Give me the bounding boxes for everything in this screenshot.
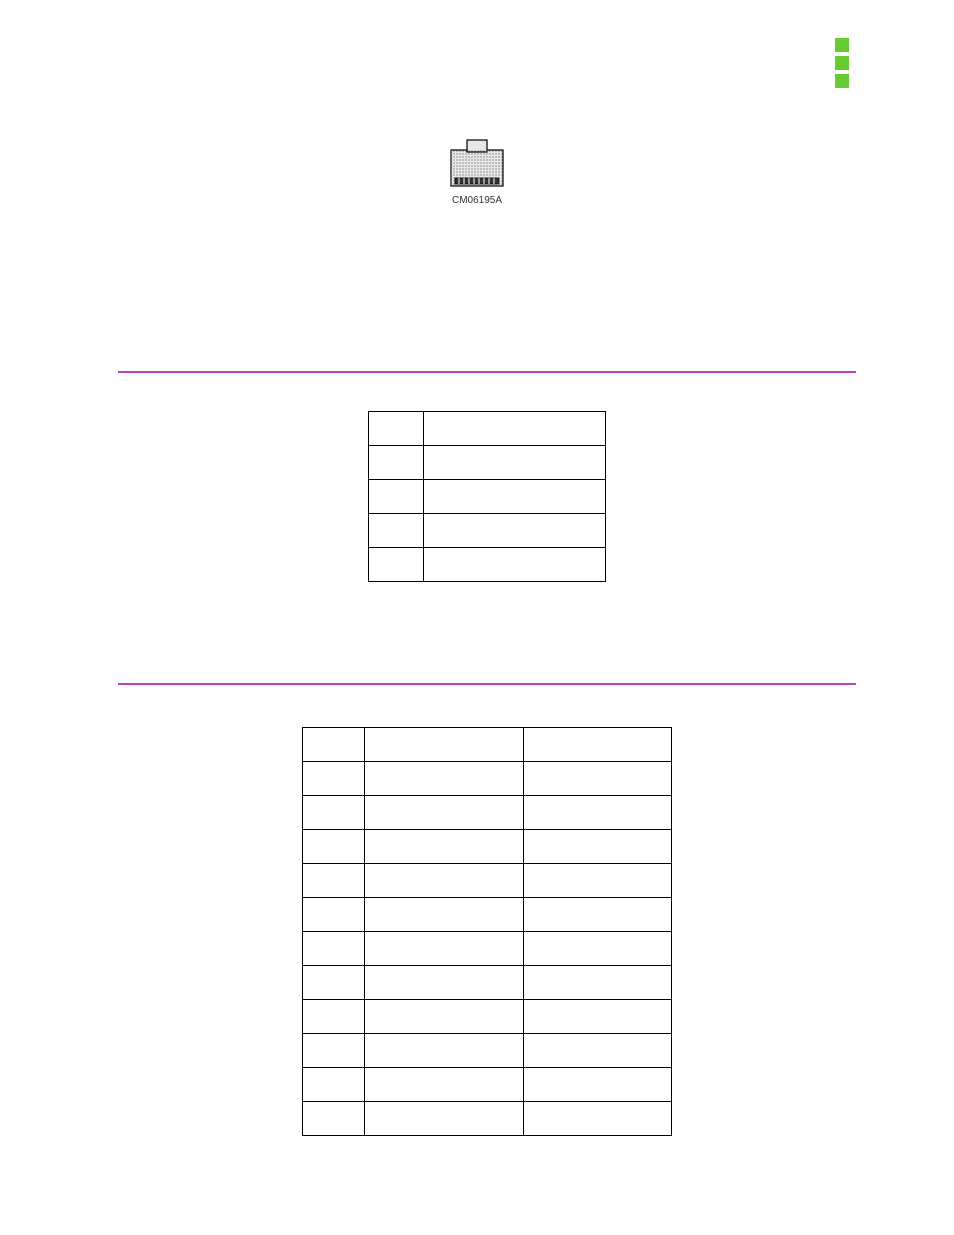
table-cell — [423, 480, 605, 514]
table-cell — [303, 864, 365, 898]
table1-body — [369, 412, 606, 582]
table-row — [303, 1034, 672, 1068]
table-row — [303, 830, 672, 864]
table-cell — [524, 1000, 672, 1034]
table-cell — [364, 898, 524, 932]
table-cell — [524, 932, 672, 966]
table-cell — [303, 966, 365, 1000]
marker-square — [835, 74, 849, 88]
table1-wrap — [118, 373, 856, 582]
pinout-table-2 — [302, 727, 672, 1136]
page-container: CM06195A — [0, 0, 954, 1235]
table-cell — [364, 864, 524, 898]
table-cell — [303, 898, 365, 932]
table-row — [303, 1000, 672, 1034]
rj-connector-icon — [447, 138, 507, 188]
table-cell — [369, 446, 424, 480]
table-cell — [364, 932, 524, 966]
table-row — [303, 728, 672, 762]
table-row — [369, 514, 606, 548]
table-row — [303, 1068, 672, 1102]
table-cell — [423, 548, 605, 582]
table-row — [369, 412, 606, 446]
marker-square — [835, 56, 849, 70]
table2-body — [303, 728, 672, 1136]
table-cell — [303, 932, 365, 966]
connector-figure: CM06195A — [447, 138, 507, 206]
table-cell — [303, 1034, 365, 1068]
table-cell — [364, 1034, 524, 1068]
table-row — [303, 796, 672, 830]
table-cell — [423, 514, 605, 548]
table-cell — [303, 830, 365, 864]
table-row — [369, 480, 606, 514]
table-row — [303, 1102, 672, 1136]
table-cell — [423, 412, 605, 446]
table-cell — [524, 728, 672, 762]
table-row — [303, 762, 672, 796]
table-cell — [524, 830, 672, 864]
table-cell — [524, 1102, 672, 1136]
table-cell — [369, 480, 424, 514]
table-cell — [524, 762, 672, 796]
table-cell — [303, 1068, 365, 1102]
table-cell — [364, 830, 524, 864]
table-row — [369, 548, 606, 582]
table-cell — [364, 1068, 524, 1102]
table-cell — [524, 796, 672, 830]
table-cell — [303, 1000, 365, 1034]
table-cell — [364, 1000, 524, 1034]
table-cell — [303, 762, 365, 796]
table-row — [369, 446, 606, 480]
table-cell — [364, 728, 524, 762]
table-row — [303, 864, 672, 898]
table-cell — [303, 796, 365, 830]
table-cell — [364, 762, 524, 796]
pinout-table-1 — [368, 411, 606, 582]
table2-wrap — [118, 685, 856, 1136]
table-cell — [369, 412, 424, 446]
table-cell — [303, 728, 365, 762]
table-row — [303, 932, 672, 966]
section-divider-1 — [118, 371, 856, 582]
table-cell — [524, 966, 672, 1000]
table-cell — [423, 446, 605, 480]
table-cell — [524, 1068, 672, 1102]
table-cell — [369, 514, 424, 548]
table-row — [303, 966, 672, 1000]
table-row — [303, 898, 672, 932]
section-divider-2 — [118, 683, 856, 1136]
table-cell — [364, 796, 524, 830]
table-cell — [364, 1102, 524, 1136]
table-cell — [369, 548, 424, 582]
figure-label: CM06195A — [447, 195, 507, 206]
table-cell — [303, 1102, 365, 1136]
table-cell — [524, 898, 672, 932]
marker-square — [835, 38, 849, 52]
table-cell — [364, 966, 524, 1000]
table-cell — [524, 864, 672, 898]
page-marker-icon — [835, 38, 849, 88]
table-cell — [524, 1034, 672, 1068]
